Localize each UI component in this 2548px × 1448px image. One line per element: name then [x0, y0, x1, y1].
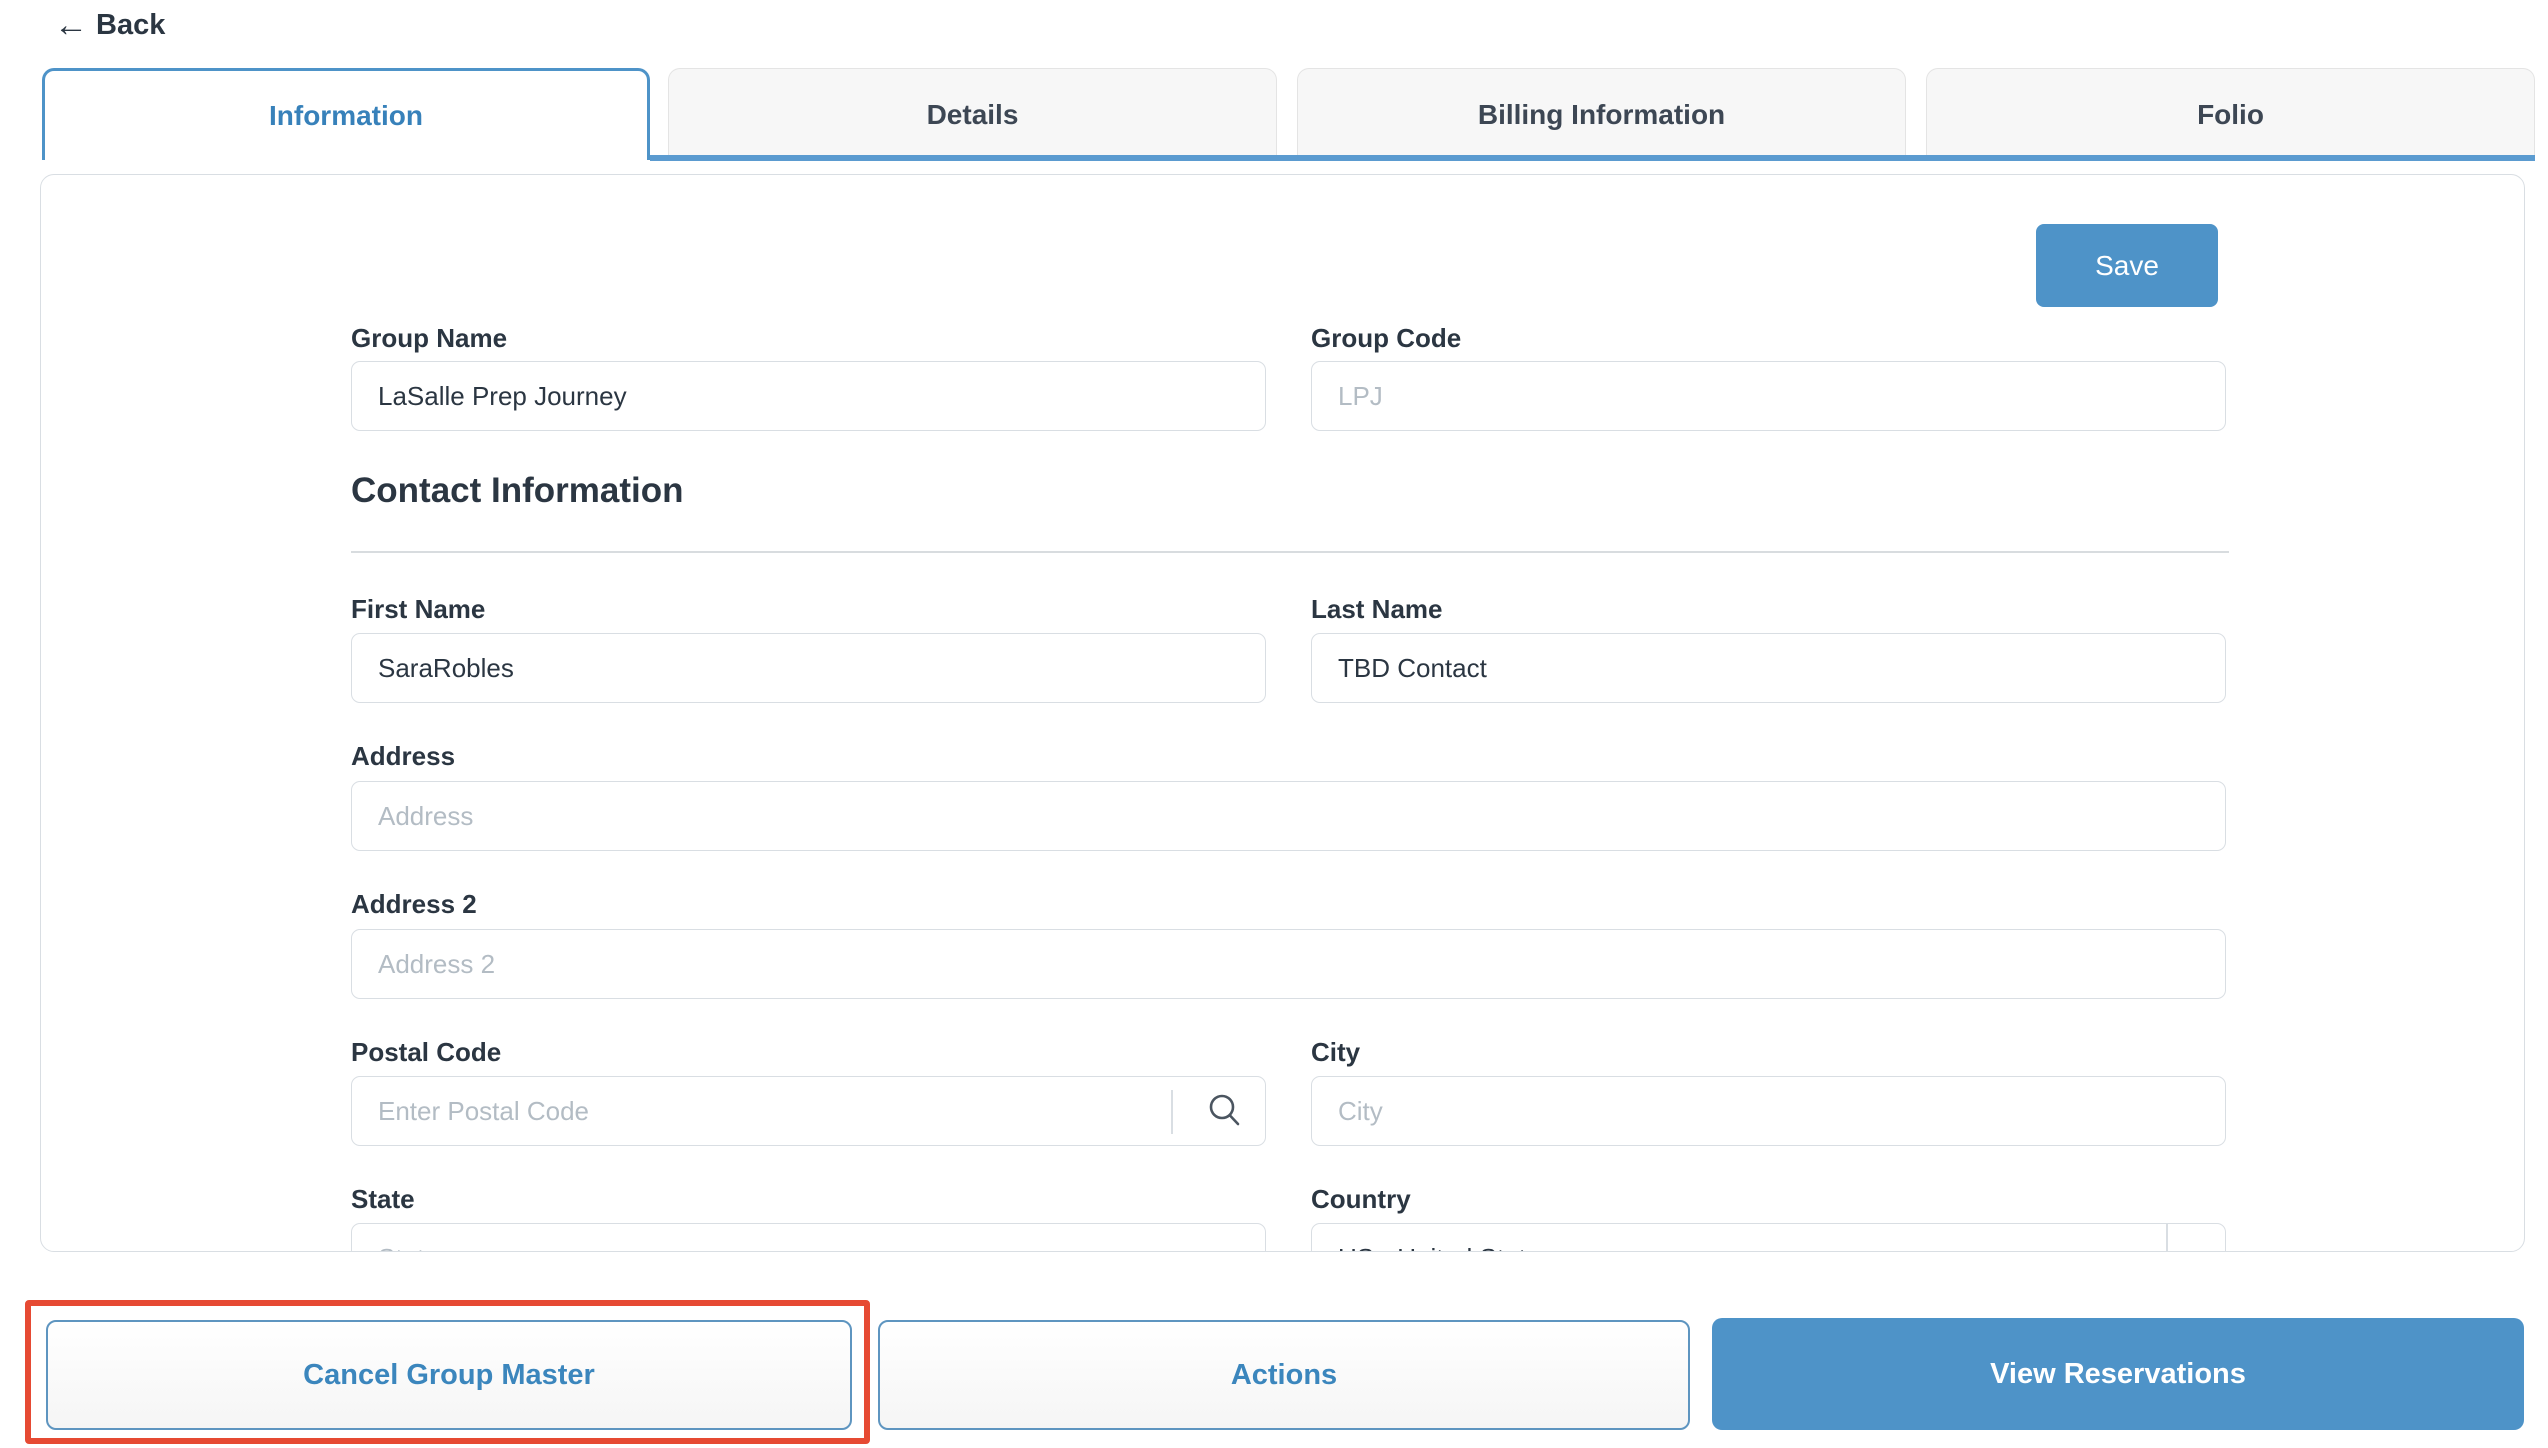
first-name-input[interactable]: [351, 633, 1266, 703]
country-select[interactable]: [1311, 1223, 2226, 1251]
group-name-label: Group Name: [351, 323, 508, 353]
back-label: Back: [96, 8, 166, 41]
section-divider: [351, 551, 2229, 553]
back-button[interactable]: ← Back: [54, 8, 165, 42]
address-input[interactable]: [351, 781, 2226, 851]
search-icon: [1203, 1094, 1247, 1136]
last-name-input[interactable]: [1311, 633, 2226, 703]
tab-billing-information-label: Billing Information: [1477, 98, 1726, 130]
tab-information-label: Information: [269, 99, 423, 131]
city-label: City: [1311, 1037, 1361, 1067]
tab-information[interactable]: Information: [42, 68, 650, 160]
tab-folio-label: Folio: [2197, 98, 2264, 130]
tab-billing-information[interactable]: Billing Information: [1297, 68, 1906, 160]
save-button[interactable]: Save: [2036, 224, 2218, 307]
postal-code-search-button[interactable]: [1196, 1088, 1254, 1136]
cancel-group-master-button[interactable]: Cancel Group Master: [46, 1320, 852, 1430]
state-input[interactable]: [351, 1223, 1266, 1251]
tab-details[interactable]: Details: [668, 68, 1277, 160]
country-select-divider: [2166, 1224, 2168, 1251]
tab-details-label: Details: [926, 98, 1019, 130]
postal-code-input[interactable]: [351, 1076, 1266, 1146]
last-name-label: Last Name: [1311, 594, 1443, 624]
address2-input[interactable]: [351, 929, 2226, 999]
city-input[interactable]: [1311, 1076, 2226, 1146]
back-arrow-icon: ←: [54, 6, 88, 44]
group-code-input[interactable]: [1311, 361, 2226, 431]
information-panel: Save Group Name Group Code Contact Infor…: [40, 174, 2525, 1252]
postal-code-input-divider: [1171, 1090, 1173, 1134]
group-name-input[interactable]: [351, 361, 1266, 431]
address-label: Address: [351, 741, 456, 771]
postal-code-label: Postal Code: [351, 1037, 502, 1067]
tab-bar-underline: [650, 155, 2535, 161]
first-name-label: First Name: [351, 594, 486, 624]
country-label: Country: [1311, 1184, 1411, 1214]
group-code-label: Group Code: [1311, 323, 1462, 353]
contact-information-heading: Contact Information: [351, 471, 684, 510]
actions-button[interactable]: Actions: [878, 1320, 1690, 1430]
address2-label: Address 2: [351, 889, 477, 919]
view-reservations-button[interactable]: View Reservations: [1712, 1318, 2524, 1430]
state-label: State: [351, 1184, 415, 1214]
tab-folio[interactable]: Folio: [1926, 68, 2535, 160]
